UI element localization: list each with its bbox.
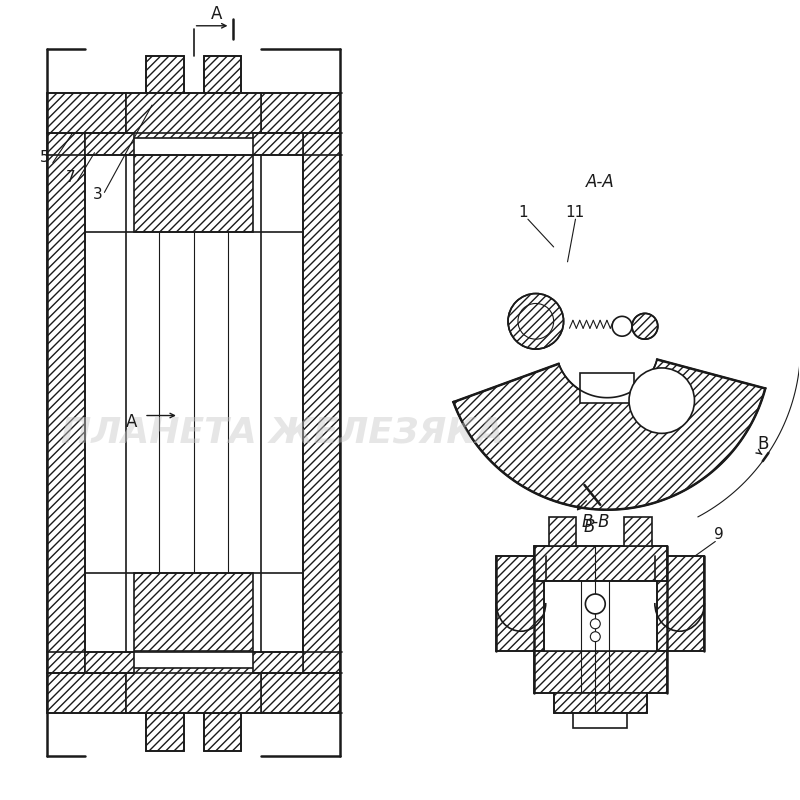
Text: B: B xyxy=(584,518,595,535)
Text: B: B xyxy=(758,434,769,453)
Text: A: A xyxy=(126,414,137,431)
Polygon shape xyxy=(581,373,634,402)
Polygon shape xyxy=(47,133,85,674)
Polygon shape xyxy=(85,651,134,674)
Polygon shape xyxy=(554,694,647,713)
Text: 11: 11 xyxy=(565,205,584,220)
Polygon shape xyxy=(134,574,253,650)
Polygon shape xyxy=(549,517,577,546)
Polygon shape xyxy=(574,713,627,728)
Circle shape xyxy=(590,619,600,629)
Text: 5: 5 xyxy=(40,150,50,165)
Text: A-A: A-A xyxy=(586,174,614,191)
Polygon shape xyxy=(203,713,242,750)
Polygon shape xyxy=(253,133,302,154)
Polygon shape xyxy=(85,133,134,154)
Text: 3: 3 xyxy=(93,187,102,202)
Polygon shape xyxy=(134,154,253,232)
Bar xyxy=(544,581,657,650)
Text: A: A xyxy=(210,5,222,23)
Polygon shape xyxy=(496,556,546,650)
Circle shape xyxy=(629,368,694,434)
Circle shape xyxy=(612,316,632,336)
Polygon shape xyxy=(261,674,341,713)
Polygon shape xyxy=(126,669,261,713)
Polygon shape xyxy=(534,650,666,694)
Text: B-B: B-B xyxy=(581,513,610,530)
Circle shape xyxy=(590,632,600,642)
Polygon shape xyxy=(47,674,126,713)
Polygon shape xyxy=(253,651,302,674)
Polygon shape xyxy=(454,359,766,510)
Polygon shape xyxy=(47,94,126,133)
Polygon shape xyxy=(624,517,652,546)
Polygon shape xyxy=(302,133,341,674)
Polygon shape xyxy=(534,546,666,581)
Polygon shape xyxy=(203,55,242,94)
Circle shape xyxy=(632,314,658,339)
Polygon shape xyxy=(261,94,341,133)
Text: 7: 7 xyxy=(66,170,75,185)
Polygon shape xyxy=(146,713,184,750)
Polygon shape xyxy=(126,94,261,138)
Text: 9: 9 xyxy=(714,527,724,542)
Circle shape xyxy=(586,594,606,614)
Text: ПЛАНЕТА ЖЕЛЕЗЯКА: ПЛАНЕТА ЖЕЛЕЗЯКА xyxy=(62,415,504,450)
Circle shape xyxy=(508,294,563,349)
Text: 1: 1 xyxy=(518,205,528,220)
Polygon shape xyxy=(146,55,184,94)
Polygon shape xyxy=(655,556,704,650)
